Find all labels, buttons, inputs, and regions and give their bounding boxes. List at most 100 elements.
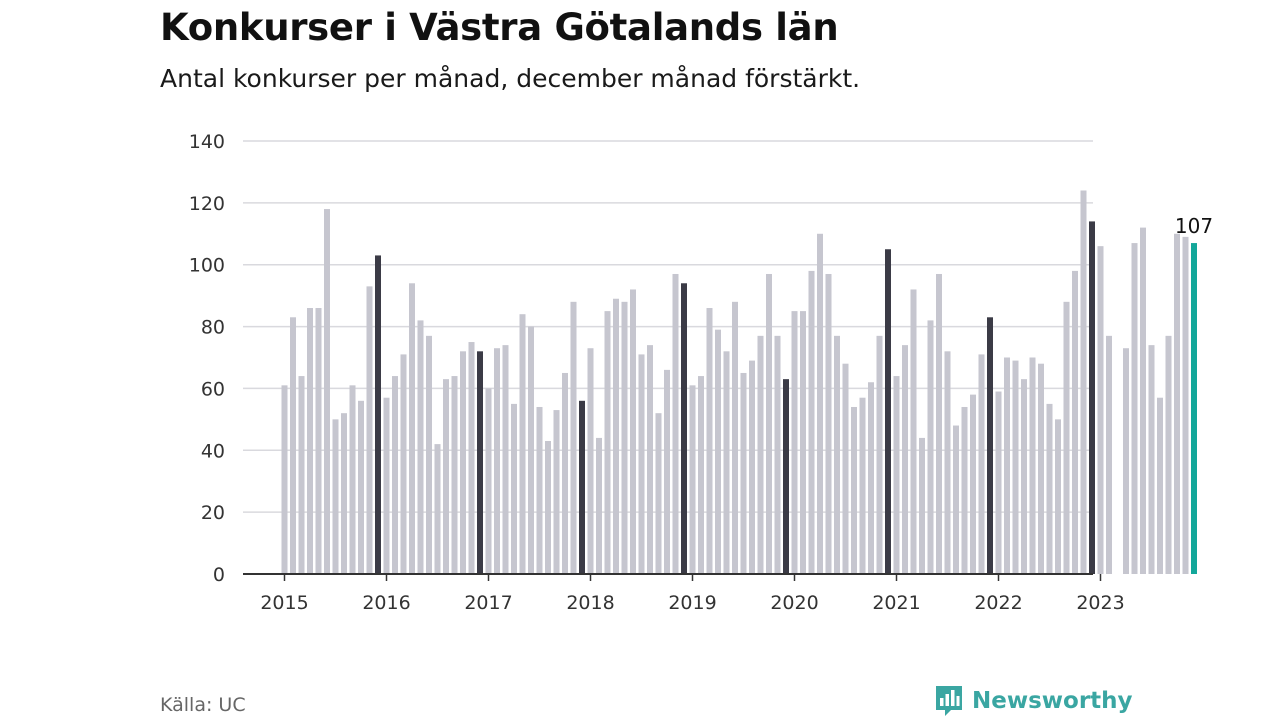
bar [562, 372, 568, 574]
bar [647, 345, 653, 574]
x-tick-label: 2023 [1076, 592, 1124, 614]
bar [953, 425, 959, 574]
bar [536, 406, 543, 574]
bar [553, 410, 560, 574]
brand-name: Newsworthy [972, 688, 1133, 714]
bar [528, 326, 534, 574]
bar-december [477, 351, 483, 574]
y-tick-label: 100 [189, 255, 225, 277]
bar [868, 382, 874, 574]
bar [970, 394, 976, 574]
bar [944, 351, 951, 574]
bar [383, 397, 390, 574]
bar [834, 335, 840, 574]
bar [706, 308, 713, 574]
y-tick-label: 80 [201, 317, 225, 339]
bar [1148, 345, 1155, 574]
bar [519, 314, 526, 574]
y-tick-label: 40 [201, 440, 225, 462]
bar [842, 363, 849, 574]
bar [426, 335, 432, 574]
bar [774, 335, 781, 574]
bar [545, 441, 551, 574]
bar [417, 320, 424, 574]
bar [995, 391, 1002, 574]
bar [630, 289, 636, 574]
bar [791, 311, 798, 574]
bar [664, 369, 670, 574]
bar [732, 301, 738, 574]
newsworthy-logo-icon [936, 686, 962, 716]
bar [1029, 357, 1036, 574]
bar [749, 360, 755, 574]
latest-value-label: 107 [1175, 214, 1213, 238]
bar [1174, 233, 1180, 575]
bar [817, 233, 823, 575]
bar [1004, 357, 1010, 574]
x-tick-label: 2017 [464, 592, 512, 614]
bar [1072, 270, 1078, 574]
y-tick-label: 20 [201, 502, 225, 524]
bar [1038, 363, 1044, 574]
bar [757, 335, 764, 574]
bar [1012, 360, 1019, 574]
bar [1097, 246, 1104, 574]
bar [893, 376, 900, 574]
bar [621, 301, 628, 574]
bar [358, 400, 364, 574]
bar [485, 388, 492, 574]
bar [936, 273, 942, 574]
bar [494, 348, 500, 574]
bar [961, 406, 968, 574]
bar [468, 342, 475, 574]
y-tick-label: 140 [189, 131, 225, 153]
bar [808, 270, 815, 574]
y-tick-label: 120 [189, 193, 225, 215]
bar [1080, 190, 1087, 574]
bar [800, 311, 806, 574]
chart-subtitle: Antal konkurser per månad, december måna… [160, 64, 861, 93]
bar [349, 385, 356, 574]
bar [570, 301, 577, 574]
brand-logo-link[interactable]: Newsworthy [934, 684, 1133, 718]
bar [613, 298, 619, 574]
x-tick-label: 2018 [566, 592, 614, 614]
bar [451, 376, 458, 574]
bar [1157, 397, 1163, 574]
bar-latest [1191, 243, 1197, 575]
bar [876, 335, 883, 574]
x-tick-label: 2019 [668, 592, 716, 614]
bar [655, 413, 662, 574]
bar [392, 376, 398, 574]
bar [910, 289, 917, 574]
bar [740, 372, 747, 574]
bar-december [1089, 221, 1095, 574]
bar-december [375, 255, 381, 574]
bar [672, 273, 679, 574]
y-tick-label: 0 [213, 564, 225, 586]
bar [825, 273, 832, 574]
bar [1123, 348, 1129, 574]
bar [1140, 227, 1146, 574]
bar [596, 437, 602, 574]
x-tick-label: 2015 [260, 592, 308, 614]
bar-december [885, 249, 891, 574]
bar [978, 354, 985, 574]
bar [511, 403, 517, 574]
x-tick-label: 2016 [362, 592, 410, 614]
bar-chart: 0 20 40 60 80 100 120 140 2015 2016 2017 2018 2019 20… [189, 131, 1213, 614]
x-tick-label: 2022 [974, 592, 1022, 614]
bar [851, 406, 857, 574]
bar [460, 351, 466, 574]
bar [1106, 335, 1112, 574]
bar-december [987, 317, 993, 574]
bar [1021, 379, 1027, 574]
bar [919, 437, 925, 574]
x-tick-label: 2020 [770, 592, 818, 614]
bar [341, 413, 347, 574]
bar [1131, 243, 1138, 575]
bar [502, 345, 509, 574]
bar [409, 283, 415, 574]
bar [1046, 403, 1053, 574]
bar [324, 209, 330, 575]
